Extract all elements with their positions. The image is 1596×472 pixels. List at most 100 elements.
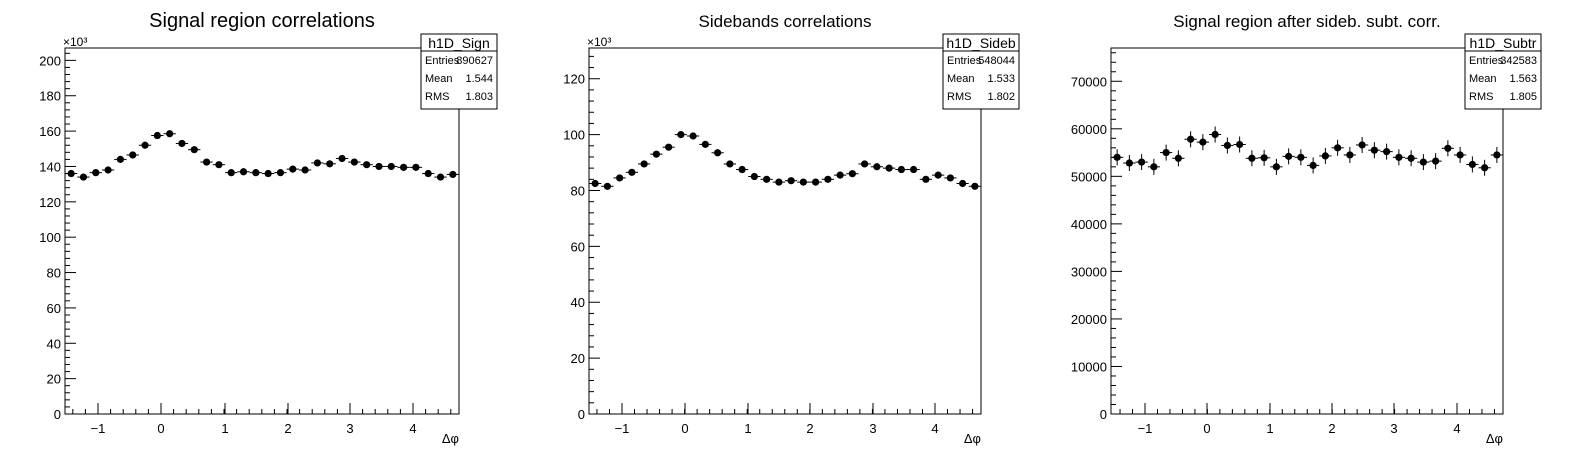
data-point xyxy=(375,162,383,171)
data-point xyxy=(714,149,722,157)
stats-row-value: 1.533 xyxy=(987,73,1015,85)
data-point xyxy=(603,182,611,190)
x-tick-label: 0 xyxy=(1203,421,1210,436)
data-point xyxy=(1456,151,1464,159)
x-tick-label: 4 xyxy=(931,421,938,436)
stats-row-label: Entries xyxy=(1469,55,1504,67)
y-tick-label: 0 xyxy=(578,407,585,422)
y-exponent-label: ×10³ xyxy=(63,35,87,49)
x-tick-label: 4 xyxy=(409,421,416,436)
data-point xyxy=(775,178,783,186)
stats-row-label: RMS xyxy=(425,91,449,103)
stats-row-label: Entries xyxy=(425,55,460,67)
y-tick-label: 40 xyxy=(47,336,61,351)
y-tick-label: 60000 xyxy=(1071,122,1107,137)
data-point xyxy=(665,143,673,151)
stats-row-label: RMS xyxy=(1469,91,1493,103)
data-point xyxy=(946,174,954,182)
y-tick-label: 60 xyxy=(47,301,61,316)
data-point xyxy=(1248,154,1256,162)
data-point xyxy=(652,150,660,158)
data-point xyxy=(1113,153,1121,161)
data-point xyxy=(436,173,445,181)
y-tick-label: 0 xyxy=(54,407,61,422)
y-tick-label: 100 xyxy=(563,128,585,143)
data-point xyxy=(313,159,322,167)
x-tick-label: −1 xyxy=(615,421,630,436)
y-tick-label: 80 xyxy=(47,266,61,281)
data-point xyxy=(1493,151,1501,159)
chart-title: Signal region correlations xyxy=(149,10,375,32)
data-point xyxy=(129,151,137,159)
data-point xyxy=(836,171,844,179)
data-point xyxy=(338,154,346,163)
x-tick-label: 0 xyxy=(157,421,164,436)
x-tick-label: −1 xyxy=(1138,421,1153,436)
data-point xyxy=(763,175,771,183)
data-point xyxy=(1174,154,1182,162)
data-point xyxy=(750,172,758,181)
y-tick-label: 140 xyxy=(39,159,61,174)
stats-row-label: Entries xyxy=(947,55,982,67)
y-tick-label: 120 xyxy=(39,195,61,210)
data-point xyxy=(1162,148,1170,157)
data-point xyxy=(1150,163,1158,171)
data-point xyxy=(301,166,309,174)
x-tick-label: −1 xyxy=(91,421,106,436)
data-point xyxy=(1223,141,1231,150)
data-point xyxy=(787,177,795,185)
data-point xyxy=(812,178,820,186)
data-point xyxy=(922,175,930,183)
data-point xyxy=(824,175,832,183)
data-point xyxy=(1125,159,1133,167)
stats-box xyxy=(942,33,1020,110)
plot-frame xyxy=(1110,47,1504,415)
data-point xyxy=(910,165,918,174)
y-tick-label: 20000 xyxy=(1071,312,1107,327)
stats-row-value: 1.544 xyxy=(465,73,493,85)
chart-panel-3: Signal region after sideb. subt. corr. 0 1… xyxy=(1071,12,1542,446)
data-point xyxy=(363,161,371,169)
data-point xyxy=(726,160,734,168)
data-point xyxy=(1211,130,1219,139)
data-point xyxy=(1285,152,1293,160)
data-point xyxy=(897,165,905,174)
x-tick-label: 3 xyxy=(869,421,876,436)
y-tick-label: 10000 xyxy=(1071,359,1107,374)
data-point xyxy=(1432,157,1440,165)
data-point xyxy=(67,169,75,178)
x-tick-label: 3 xyxy=(1390,421,1397,436)
data-point xyxy=(190,146,198,154)
data-point xyxy=(153,131,161,140)
data-point xyxy=(141,141,149,149)
y-tick-label: 30000 xyxy=(1071,264,1107,279)
data-point xyxy=(971,182,979,190)
data-point xyxy=(799,178,807,186)
x-axis-label: Δφ xyxy=(442,431,459,446)
x-tick-label: 2 xyxy=(284,421,291,436)
data-point xyxy=(104,166,112,174)
data-point xyxy=(1383,148,1391,156)
data-point xyxy=(885,164,893,172)
data-point xyxy=(873,163,881,171)
x-tick-label: 1 xyxy=(1266,421,1273,436)
stats-row-label: Mean xyxy=(947,73,975,85)
y-tick-label: 200 xyxy=(39,53,61,68)
x-axis-label: Δφ xyxy=(964,431,981,446)
data-point xyxy=(1468,160,1476,169)
data-point xyxy=(1199,138,1207,146)
data-point xyxy=(412,163,420,171)
y-tick-label: 20 xyxy=(47,372,61,387)
data-point xyxy=(92,169,100,177)
stats-row-value: 1.803 xyxy=(465,91,493,103)
data-point xyxy=(1346,151,1354,159)
stats-row-value: 890627 xyxy=(456,55,493,67)
x-tick-label: 2 xyxy=(1328,421,1335,436)
stats-box-name: h1D_Sideb xyxy=(946,35,1015,51)
chart-title: Sidebands correlations xyxy=(699,12,872,31)
data-point xyxy=(640,160,648,168)
y-tick-label: 40 xyxy=(571,295,585,310)
chart-panel-1: Signal region correlations02040608010012… xyxy=(39,10,498,446)
data-point xyxy=(264,169,272,178)
stats-box-name: h1D_Sign xyxy=(428,35,490,51)
